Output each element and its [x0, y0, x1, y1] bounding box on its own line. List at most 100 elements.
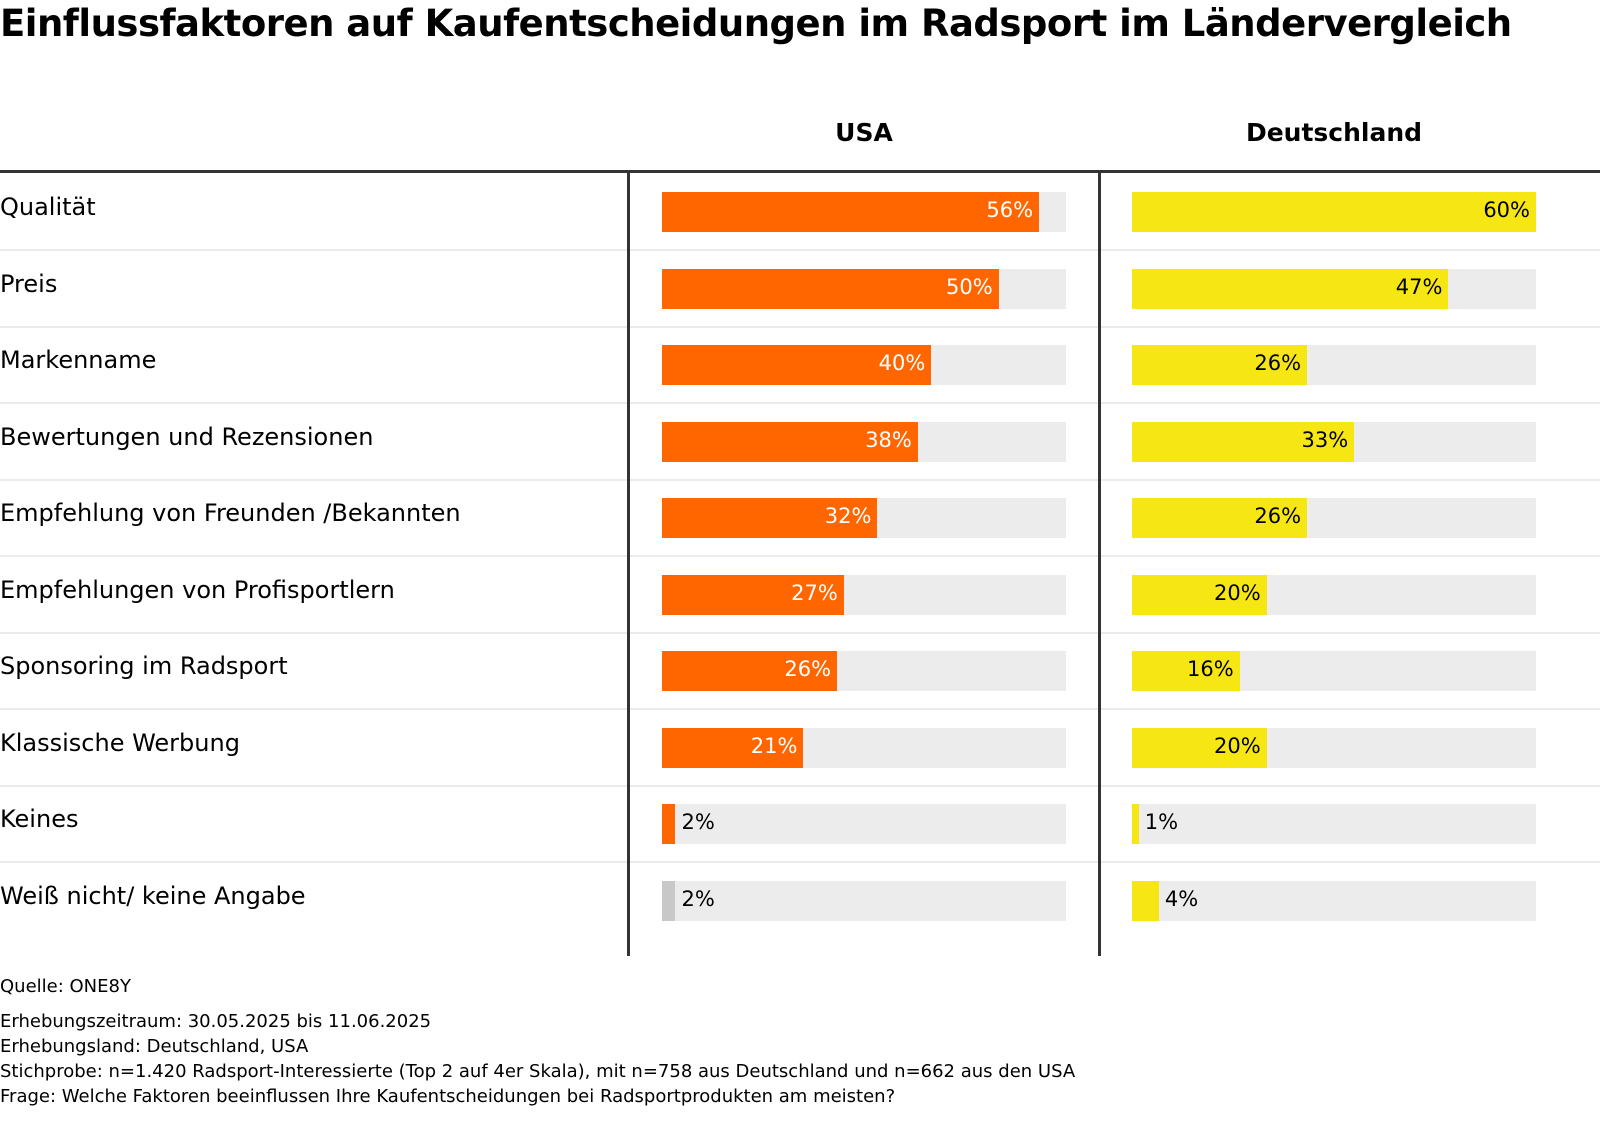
- table-row: Qualität 56% 60%: [0, 173, 1600, 251]
- column-header-usa: USA: [835, 118, 893, 147]
- column-divider-deutschland: [1098, 173, 1101, 956]
- table-row: Klassische Werbung 21% 20%: [0, 709, 1600, 787]
- bar-track: 16%: [1132, 651, 1536, 691]
- table-row: Empfehlung von Freunden /Bekannten 32% 26%: [0, 479, 1600, 557]
- bar-track: 50%: [662, 268, 1066, 309]
- source-note: Quelle: ONE8Y: [0, 976, 131, 997]
- bar-track: 56%: [662, 192, 1066, 232]
- data-label: 26%: [1254, 504, 1302, 528]
- category-label: Empfehlung von Freunden /Bekannten: [0, 499, 461, 527]
- bar-usa: [662, 651, 838, 691]
- table-row: Weiß nicht/ keine Angabe 2% 4%: [0, 862, 1600, 940]
- header-divider: [0, 170, 1600, 173]
- category-label: Weiß nicht/ keine Angabe: [0, 881, 306, 910]
- row-divider: [0, 631, 1600, 634]
- bar-usa: [662, 727, 804, 768]
- data-label: 26%: [784, 657, 832, 681]
- bar-usa: [662, 498, 878, 538]
- bar-track: 21%: [662, 727, 1066, 768]
- footer-line: Erhebungsland: Deutschland, USA: [0, 1036, 309, 1057]
- data-label: 20%: [1213, 580, 1261, 605]
- bar-usa: [662, 804, 676, 844]
- bar-usa: [662, 268, 999, 309]
- column-divider-usa: [627, 173, 630, 956]
- bar-deutschland: [1132, 880, 1159, 921]
- table-row: Empfehlungen von Profisportlern 27% 20%: [0, 556, 1600, 634]
- row-divider: [0, 708, 1600, 710]
- data-label: 56%: [986, 198, 1034, 222]
- category-label: Markenname: [0, 346, 157, 374]
- bar-track: 2%: [662, 804, 1066, 844]
- data-label: 21%: [750, 733, 798, 758]
- bar-deutschland: [1132, 804, 1139, 844]
- bar-track: 33%: [1132, 421, 1536, 462]
- column-header-deutschland: Deutschland: [1245, 118, 1423, 147]
- footer-line: Frage: Welche Faktoren beeinflussen Ihre…: [0, 1086, 896, 1107]
- bar-deutschland: [1132, 345, 1308, 385]
- bar-deutschland: [1132, 192, 1536, 232]
- category-label: Sponsoring im Radsport: [0, 652, 288, 680]
- data-label: 26%: [1254, 351, 1302, 375]
- table-row: Bewertungen und Rezensionen 38% 33%: [0, 403, 1600, 481]
- data-label: 60%: [1483, 198, 1530, 222]
- row-divider: [0, 784, 1600, 787]
- bar-track: 47%: [1132, 268, 1536, 309]
- footer-line: Erhebungszeitraum: 30.05.2025 bis 11.06.…: [0, 1011, 432, 1032]
- category-label: Klassische Werbung: [0, 728, 240, 757]
- category-label: Qualität: [0, 193, 96, 221]
- row-divider: [0, 555, 1600, 557]
- bar-usa: [662, 421, 918, 462]
- category-label: Preis: [0, 269, 58, 298]
- row-divider: [0, 249, 1600, 251]
- bar-track: 40%: [662, 345, 1066, 385]
- bar-track: 27%: [662, 574, 1066, 615]
- bar-track: 26%: [1132, 498, 1536, 538]
- data-label: 40%: [878, 351, 926, 375]
- bar-track: 20%: [1132, 574, 1536, 615]
- data-label: 32%: [824, 504, 872, 528]
- data-label: 1%: [1144, 810, 1179, 834]
- bar-deutschland: [1132, 498, 1308, 538]
- data-label: 33%: [1301, 427, 1349, 452]
- table-row: Preis 50% 47%: [0, 250, 1600, 328]
- bar-deutschland: [1132, 574, 1267, 615]
- data-label: 50%: [945, 274, 993, 299]
- data-label: 27%: [791, 580, 838, 605]
- data-label: 4%: [1164, 886, 1199, 911]
- category-label: Bewertungen und Rezensionen: [0, 422, 374, 451]
- data-label: 2%: [681, 810, 715, 834]
- chart-title: Einflussfaktoren auf Kaufentscheidungen …: [0, 2, 1512, 45]
- data-label: 20%: [1213, 733, 1261, 758]
- bar-usa: [662, 192, 1040, 232]
- data-label: 2%: [681, 886, 715, 911]
- bar-usa: [662, 574, 844, 615]
- bar-track: 38%: [662, 421, 1066, 462]
- bar-track: 2%: [662, 880, 1066, 921]
- bar-track: 26%: [1132, 345, 1536, 385]
- bar-track: 20%: [1132, 727, 1536, 768]
- row-divider: [0, 325, 1600, 328]
- bar-deutschland: [1132, 651, 1240, 691]
- footer-line: Stichprobe: n=1.420 Radsport-Interessier…: [0, 1061, 1076, 1082]
- category-label: Keines: [0, 805, 79, 833]
- table-row: Sponsoring im Radsport 26% 16%: [0, 632, 1600, 710]
- bar-deutschland: [1132, 268, 1449, 309]
- row-divider: [0, 402, 1600, 404]
- bar-track: 60%: [1132, 192, 1536, 232]
- table-row: Keines 2% 1%: [0, 785, 1600, 863]
- table-row: Markenname 40% 26%: [0, 326, 1600, 404]
- bar-track: 26%: [662, 651, 1066, 691]
- category-label: Empfehlungen von Profisportlern: [0, 575, 395, 604]
- data-label: 47%: [1395, 274, 1443, 299]
- bar-track: 32%: [662, 498, 1066, 538]
- row-divider: [0, 861, 1600, 863]
- row-divider: [0, 478, 1600, 481]
- bar-deutschland: [1132, 727, 1267, 768]
- bar-usa: [662, 345, 932, 385]
- bar-track: 1%: [1132, 804, 1536, 844]
- data-label: 16%: [1187, 657, 1234, 681]
- bar-deutschland: [1132, 421, 1355, 462]
- bar-track: 4%: [1132, 880, 1536, 921]
- data-label: 38%: [865, 427, 912, 452]
- bar-usa: [662, 880, 676, 921]
